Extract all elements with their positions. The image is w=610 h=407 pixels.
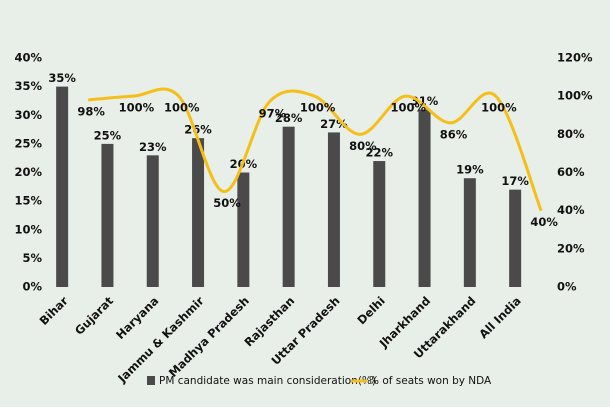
line-value-label: 100% — [119, 101, 155, 115]
line-value-label: 100% — [164, 101, 200, 115]
bar — [237, 172, 250, 287]
line-value-label: 100% — [390, 101, 426, 115]
y2-tick-label: 100% — [557, 89, 593, 103]
y2-tick-label: 20% — [557, 241, 585, 255]
bar-value-label: 19% — [456, 163, 484, 177]
line — [88, 87, 543, 212]
x-tick-label: Bihar — [37, 293, 71, 327]
line-value-label: 100% — [300, 101, 336, 115]
bar — [146, 155, 159, 287]
bar-value-label: 26% — [184, 123, 212, 137]
y-tick-label: 10% — [14, 222, 42, 236]
bar-value-label: 23% — [139, 140, 167, 154]
bar-value-label: 22% — [365, 146, 393, 160]
y-tick-label: 15% — [14, 194, 42, 208]
bar — [418, 109, 431, 288]
line-value-label: 50% — [213, 196, 241, 210]
bar-value-label: 25% — [94, 128, 122, 142]
x-tick-label: Madhya Pradesh — [166, 294, 252, 380]
y-tick-label: 30% — [14, 108, 42, 122]
bar — [373, 161, 386, 287]
x-tick-label: Jammu & Kashmir — [114, 293, 207, 386]
bar — [101, 143, 114, 287]
bar-value-label: 17% — [501, 174, 529, 188]
y2-tick-label: 60% — [557, 165, 585, 179]
line-value-label: 86% — [440, 127, 468, 141]
legend-label: PM candidate was main consideration(%) — [159, 375, 376, 387]
bar — [282, 126, 295, 287]
y-tick-label: 35% — [14, 79, 42, 93]
y2-tick-label: 0% — [557, 280, 577, 294]
x-tick-label: All India — [476, 294, 524, 342]
y2-tick-label: 120% — [557, 51, 593, 65]
y2-tick-label: 80% — [557, 127, 585, 141]
y-tick-label: 25% — [14, 136, 42, 150]
line-value-label: 80% — [349, 139, 377, 153]
bar — [463, 178, 476, 287]
bar — [509, 189, 522, 287]
y-tick-label: 40% — [14, 51, 42, 65]
line-value-label: 40% — [530, 215, 558, 229]
bar — [56, 86, 69, 287]
x-tick-label: Gujarat — [72, 293, 116, 337]
legend-swatch — [147, 376, 155, 385]
bar — [192, 138, 205, 287]
bar — [327, 132, 340, 287]
bar-value-label: 35% — [48, 71, 76, 85]
bar-value-label: 28% — [275, 111, 303, 125]
legend-label: % of seats won by NDA — [369, 375, 492, 387]
x-tick-label: Haryana — [113, 294, 161, 342]
y-tick-label: 20% — [14, 165, 42, 179]
y2-tick-label: 40% — [557, 203, 585, 217]
line-value-label: 98% — [77, 104, 105, 118]
y-tick-label: 5% — [22, 251, 42, 265]
bar-value-label: 31% — [411, 94, 439, 108]
line-value-label: 100% — [481, 101, 517, 115]
y-tick-label: 0% — [22, 280, 42, 294]
x-tick-label: Delhi — [354, 294, 388, 328]
line-value-label: 97% — [259, 106, 287, 120]
